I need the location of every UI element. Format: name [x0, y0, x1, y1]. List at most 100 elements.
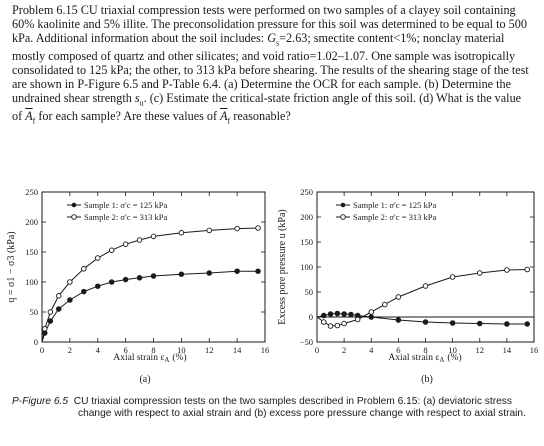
panel-b-series-1-point	[395, 317, 402, 323]
legend-b-text-2: Sample 2: σ′c = 313 kPa	[353, 212, 436, 222]
problem-text-2: 2.63; smectite content<1%; nonclay mater…	[12, 30, 529, 105]
panel-a-series-2-point	[108, 247, 115, 253]
legend-a-text-2: Sample 2: σ′c = 313 kPa	[84, 212, 167, 222]
panel-b-ytick-label: 50	[305, 287, 314, 297]
panel-b-series-1-point	[477, 320, 483, 327]
panel-b-xlabel-text: Axial strain ε	[388, 353, 439, 363]
panel-a-series-1-point	[47, 318, 54, 324]
panel-b-series-1-point	[524, 321, 530, 327]
figure-area: 250 200 150 100 50 0 0 2 4 6 8 10 12 14 16 q = σ1 − σ…	[0, 182, 544, 392]
problem-text-4: for each sample? Are these values of	[35, 109, 221, 124]
panel-a: 250 200 150 100 50 0 0 2 4 6 8 10 12 14 16 q = σ1 − σ…	[6, 187, 269, 385]
panel-b-series-2-point	[321, 319, 327, 325]
panel-b-legend: Sample 1: σ′c = 125 kPa Sample 2: σ′c = …	[336, 200, 436, 222]
panel-b-series-2-point	[327, 323, 334, 329]
panel-b-xtick-label: 16	[530, 345, 539, 355]
caption-body: P-Figure 6.5 CU triaxial compression tes…	[12, 396, 540, 421]
panel-a-series-1-point	[136, 275, 143, 281]
panel-a-series-1-point	[108, 279, 115, 285]
su-subscript: u	[139, 98, 144, 108]
panel-b-series-2-point	[354, 316, 361, 323]
panel-b-xlabel-sub: A	[439, 356, 444, 364]
panel-a-series-2-point	[94, 255, 101, 261]
panel-a-xtick-label: 8	[151, 345, 155, 355]
panel-b-ytick-label: 250	[300, 187, 313, 197]
panel-a-series-2-point	[255, 225, 261, 231]
panel-a-series-1-line	[41, 270, 258, 343]
panel-a-series	[41, 225, 261, 343]
panel-a-ylabel: q = σ1 − σ3 (kPa)	[6, 231, 17, 302]
panel-b-xtick-label: 0	[315, 345, 319, 355]
panel-a-series-2-point	[81, 266, 87, 272]
legend-b-marker-1	[340, 202, 346, 208]
panel-a-series-1-point	[206, 270, 212, 276]
panel-b-series-2-point	[524, 266, 530, 273]
panel-b-xtick-label: 8	[423, 345, 427, 355]
panel-b-series-2-point	[422, 283, 429, 289]
panel-b-series-1-point	[327, 311, 334, 317]
panel-b-ytick-label: 0	[309, 312, 313, 322]
panel-b-ytick-label: 100	[300, 262, 313, 272]
panel-b-y-ticks: 250 200 150 100 50 0 −50	[300, 187, 534, 347]
panel-a-series-1-point	[255, 268, 261, 274]
panel-b-ytick-label: 200	[300, 212, 313, 222]
caption-text: CU triaxial compression tests on the two…	[73, 396, 526, 420]
panel-b-label: (b)	[421, 374, 433, 385]
panel-a-label: (a)	[139, 374, 150, 385]
figure-caption: P-Figure 6.5 CU triaxial compression tes…	[12, 396, 540, 421]
panel-b-series-2-point	[477, 270, 483, 276]
panel-b-series-1-point	[341, 311, 347, 317]
panel-a-series-2-point	[178, 230, 185, 236]
panel-a-x-ticks: 0 2 4 6 8 10 12 14 16	[40, 192, 269, 355]
panel-b-xtick-label: 2	[342, 345, 346, 355]
panel-b-series-2-point	[368, 309, 375, 315]
panel-a-series-1-point	[234, 268, 240, 274]
panel-a-xtick-label: 16	[261, 345, 270, 355]
panel-b-xtick-label: 6	[396, 345, 400, 355]
panel-b-xtick-label: 10	[448, 345, 457, 355]
panel-a-series-2-point	[55, 293, 62, 299]
panel-a-series-2-point	[150, 233, 157, 240]
problem-text-3: . (c) Estimate the critical-state fricti…	[12, 90, 522, 124]
af-subscript-2: f	[227, 116, 231, 126]
panel-a-series-2-point	[136, 237, 143, 243]
panel-b-series-2-point	[382, 301, 388, 308]
panel-a-series-2-point	[67, 279, 73, 285]
legend-a-marker-1	[71, 202, 77, 208]
panel-a-series-2-point	[234, 225, 240, 232]
panel-a-xtick-label: 12	[205, 345, 214, 355]
panel-b-series-2-point	[395, 294, 402, 300]
legend-a-text-1: Sample 1: σ′c = 125 kPa	[84, 200, 167, 210]
panel-b-ytick-label: −50	[300, 337, 313, 347]
panel-b-xlabel: Axial strain εA (%)	[388, 352, 461, 364]
panel-a-ytick-label: 100	[25, 277, 38, 287]
panel-b-series-2-point	[504, 267, 510, 273]
panel-b-series-2-point	[341, 320, 347, 327]
panel-b-series-1-point	[348, 311, 354, 318]
panel-b-xlabel-unit: (%)	[447, 352, 461, 363]
legend-a-marker-2	[71, 214, 77, 220]
problem-statement: Problem 6.15 CU triaxial compression tes…	[12, 3, 529, 126]
panel-b-series-2-point	[334, 322, 341, 329]
gs-symbol: G	[267, 30, 277, 45]
panel-a-ytick-label: 0	[34, 337, 38, 347]
caption-fig-label: P-Figure 6.5	[12, 396, 69, 407]
panel-b-series-1-point	[321, 312, 327, 319]
panel-a-series-1-point	[122, 276, 129, 283]
panel-a-ytick-label: 200	[25, 217, 38, 227]
panel-a-series-2-point	[42, 326, 48, 332]
problem-text-1: CU triaxial compression tests were perfo…	[12, 3, 527, 45]
panel-b-series-2-line	[316, 269, 528, 327]
panel-a-legend: Sample 1: σ′c = 125 kPa Sample 2: σ′c = …	[67, 200, 167, 222]
gs-subscript: s	[276, 38, 280, 48]
af-symbol-2: A	[220, 109, 228, 124]
panel-a-series-1-point	[150, 273, 157, 279]
panel-a-series-2-point	[47, 309, 54, 315]
af-symbol: A	[25, 109, 33, 124]
panel-a-ytick-label: 150	[25, 247, 38, 257]
panel-a-series-1-point	[94, 283, 101, 289]
panel-a-xtick-label: 14	[233, 345, 242, 355]
panel-a-xlabel: Axial strain εA (%)	[113, 352, 186, 364]
